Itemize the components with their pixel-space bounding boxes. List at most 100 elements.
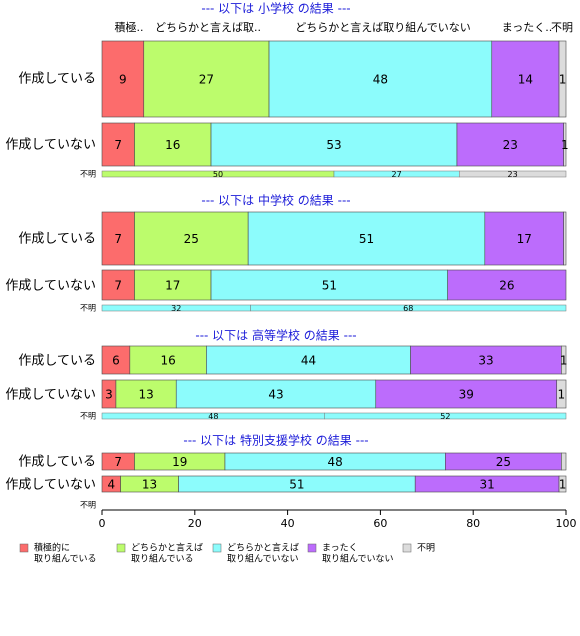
legend-label: 不明 <box>417 543 435 554</box>
panel: --- 以下は 特別支援学校 の結果 --- 作成している 7 19 48 25 作成してい… <box>5 433 566 510</box>
panel-title: --- 以下は 高等学校 の結果 --- <box>195 328 356 343</box>
data-label: 1 <box>558 388 566 402</box>
header-label: どちらかと言えば取.. <box>155 21 261 34</box>
data-label: 9 <box>119 73 127 87</box>
legend-label: 取り組んでいない <box>227 553 299 565</box>
data-label: 3 <box>105 388 113 402</box>
bar-segment <box>129 345 207 375</box>
unknown-data-label: 27 <box>392 170 402 179</box>
bar-segment <box>558 40 567 118</box>
unknown-segment <box>324 412 567 420</box>
unknown-data-label: 23 <box>508 170 518 179</box>
x-tick-label: 100 <box>556 517 577 530</box>
bar-segment <box>101 345 131 375</box>
legend-swatch <box>116 543 126 553</box>
data-label: 26 <box>499 279 514 293</box>
x-tick-label: 0 <box>99 517 106 530</box>
row-label: 作成している <box>18 354 96 369</box>
x-tick-label: 40 <box>281 517 295 530</box>
row-label: 作成している <box>18 72 96 87</box>
legend-label: どちらかと言えば <box>131 542 203 554</box>
row-label: 作成している <box>18 455 96 470</box>
data-label: 1 <box>559 73 567 87</box>
bar-segment <box>456 122 564 167</box>
data-label: 48 <box>373 73 388 87</box>
panel-title: --- 以下は 特別支援学校 の結果 --- <box>183 433 368 448</box>
header-label: 不明 <box>551 21 573 34</box>
bar-segment <box>101 40 145 118</box>
row-label: 作成していない <box>5 138 96 153</box>
data-label: 23 <box>503 138 518 152</box>
bar-segment <box>561 452 567 471</box>
x-axis: 0 20 40 60 80 100 <box>99 509 577 530</box>
data-label: 51 <box>322 279 337 293</box>
header-label: まったく.. <box>502 21 553 34</box>
data-label: 43 <box>268 388 283 402</box>
data-label: 31 <box>479 478 494 492</box>
panel-title: --- 以下は 中学校 の結果 --- <box>201 193 350 208</box>
bar-segment <box>484 211 564 266</box>
unknown-data-label: 52 <box>440 412 450 421</box>
bar-segment <box>375 379 558 409</box>
x-tick-label: 20 <box>188 517 202 530</box>
header-label: どちらかと言えば取り組んでいない <box>295 21 470 34</box>
row-label: 作成していない <box>5 478 96 493</box>
unknown-row-label: 不明 <box>80 501 96 510</box>
panel: --- 以下は 中学校 の結果 --- 作成している 7 25 51 17 作成していない 7… <box>5 193 567 313</box>
data-label: 17 <box>517 232 532 246</box>
row-label: 作成している <box>18 232 96 247</box>
legend-swatch <box>307 543 317 553</box>
data-label: 51 <box>359 232 374 246</box>
legend-label: 積極的に <box>34 542 70 554</box>
legend-label: どちらかと言えば <box>227 542 299 554</box>
header-label: 積極.. <box>115 20 144 34</box>
legend-label: 取り組んでいる <box>34 553 97 565</box>
data-label: 13 <box>138 388 153 402</box>
bar-segment <box>556 379 567 409</box>
data-label: 7 <box>114 138 122 152</box>
bar-segment <box>447 269 567 301</box>
data-label: 39 <box>459 388 474 402</box>
data-label: 16 <box>160 354 175 368</box>
unknown-data-label: 48 <box>208 412 218 421</box>
bar-segment <box>210 122 458 167</box>
unknown-segment <box>250 304 567 312</box>
legend-swatch <box>402 543 412 553</box>
x-tick-label: 60 <box>373 517 387 530</box>
bar-segment <box>115 379 177 409</box>
data-label: 7 <box>114 279 122 293</box>
bar-segment <box>101 122 135 167</box>
data-label: 48 <box>328 455 343 469</box>
chart-panels: 積極.. どちらかと言えば取.. どちらかと言えば取り組んでいない まったく..不明-… <box>5 1 573 510</box>
bar-segment <box>134 122 212 167</box>
unknown-row-label: 不明 <box>80 170 96 179</box>
data-label: 7 <box>114 232 122 246</box>
data-label: 4 <box>107 478 115 492</box>
bar-segment <box>175 379 377 409</box>
data-label: 17 <box>165 279 180 293</box>
bar-segment <box>563 211 567 266</box>
bar-segment <box>561 345 567 375</box>
legend-label: まったく <box>322 543 358 554</box>
unknown-data-label: 68 <box>403 304 413 313</box>
x-tick-label: 80 <box>466 517 480 530</box>
data-label: 51 <box>289 478 304 492</box>
legend-label: 取り組んでいない <box>322 553 394 565</box>
bar-segment <box>101 211 135 266</box>
bar-segment <box>563 122 567 167</box>
row-label: 作成していない <box>5 279 96 294</box>
data-label: 25 <box>496 455 511 469</box>
bar-segment <box>143 40 270 118</box>
bar-segment <box>491 40 560 118</box>
unknown-data-label: 50 <box>213 170 223 179</box>
data-label: 25 <box>184 232 199 246</box>
unknown-row-label: 不明 <box>80 304 96 313</box>
panel: --- 以下は 小学校 の結果 --- 作成している 9 27 48 14 1 作成していない… <box>5 1 568 180</box>
data-label: 16 <box>165 138 180 152</box>
legend-label: 取り組んでいる <box>131 553 194 565</box>
bar-segment <box>206 345 411 375</box>
row-label: 作成していない <box>5 388 96 403</box>
data-label: 6 <box>112 354 120 368</box>
data-label: 1 <box>561 138 569 152</box>
